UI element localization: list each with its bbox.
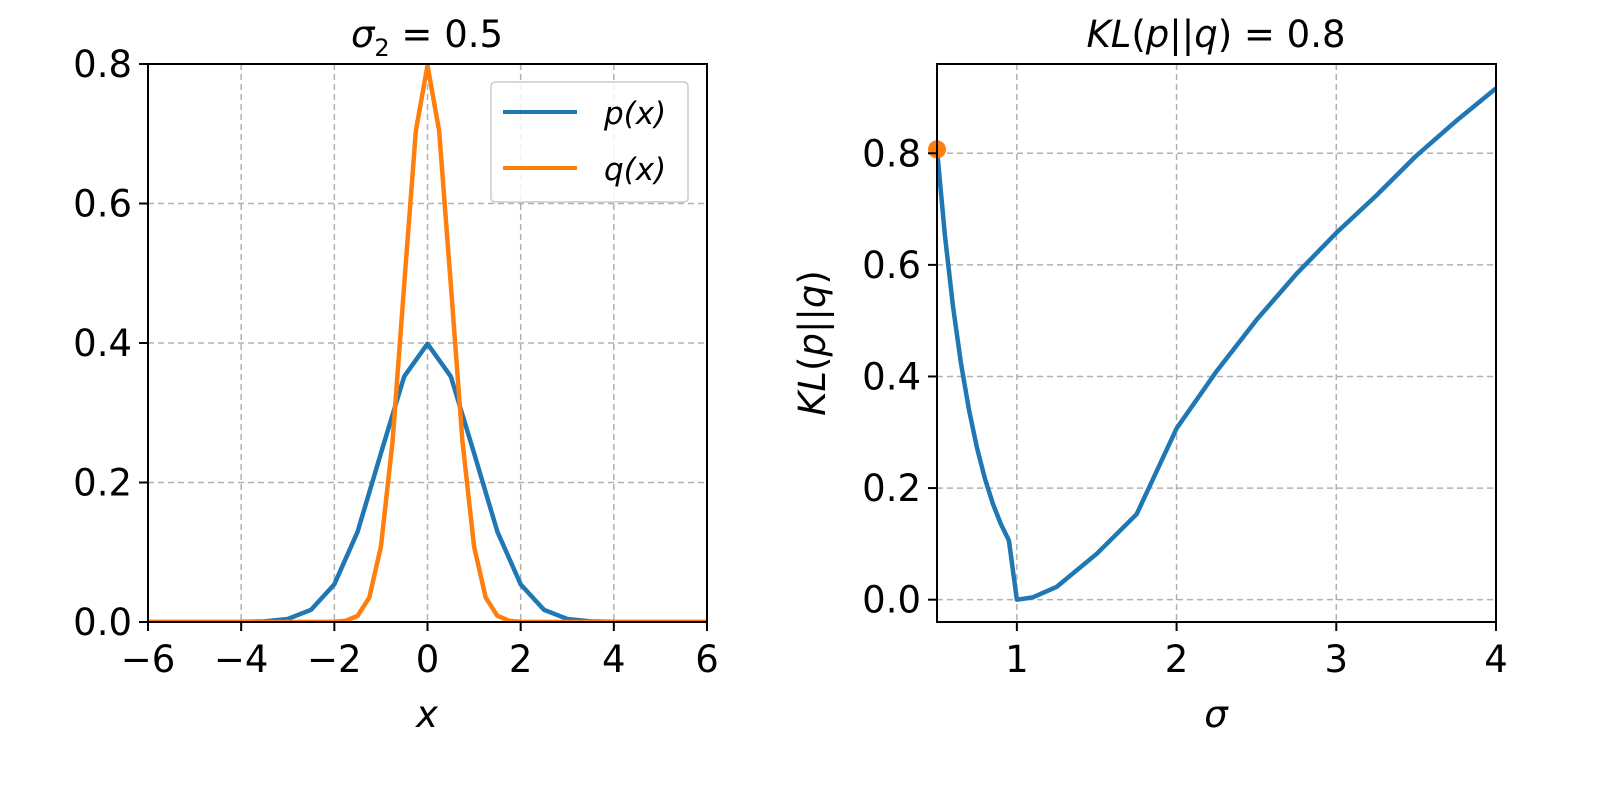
y-tick-label: 0.0 — [862, 579, 921, 622]
x-tick-label: 1 — [1005, 638, 1029, 681]
legend-label-p: p(x) — [603, 96, 666, 132]
series-line-q — [148, 64, 707, 622]
left-y-ticks: 0.0 0.2 0.4 0.6 0.8 — [73, 43, 148, 644]
left-chart-title: σ2 = 0.5 — [351, 13, 503, 62]
y-tick-label: 0.2 — [73, 462, 132, 505]
x-tick-label: 4 — [1484, 638, 1508, 681]
x-tick-label: 3 — [1325, 638, 1349, 681]
left-series-group — [148, 64, 707, 622]
x-tick-label: −2 — [307, 638, 362, 681]
x-tick-label: 2 — [1165, 638, 1189, 681]
y-tick-label: 0.0 — [73, 601, 132, 644]
y-tick-label: 0.2 — [862, 467, 921, 510]
right-x-axis-label: σ — [1204, 693, 1229, 736]
right-axes-frame — [936, 63, 1497, 623]
x-tick-label: −4 — [214, 638, 269, 681]
x-tick-label: −6 — [121, 638, 176, 681]
legend-label-q: q(x) — [604, 152, 666, 188]
y-tick-label: 0.6 — [73, 183, 132, 226]
right-chart-title: KL(p||q) = 0.8 — [1086, 13, 1345, 56]
right-y-axis-label: KL(p||q) — [791, 270, 834, 416]
x-tick-label: 0 — [416, 638, 440, 681]
series-line-kl — [937, 86, 1496, 602]
y-tick-label: 0.6 — [862, 244, 921, 287]
right-chart: 1 2 3 4 0.0 0.2 0.4 0.6 0.8 KL(p||q) = 0.8 σ KL… — [791, 13, 1508, 736]
y-tick-label: 0.8 — [73, 43, 132, 86]
x-tick-label: 4 — [602, 638, 626, 681]
left-x-axis-label: x — [415, 693, 439, 736]
right-y-ticks: 0.0 0.2 0.4 0.6 0.8 — [862, 132, 937, 622]
x-tick-label: 2 — [509, 638, 533, 681]
y-tick-label: 0.8 — [862, 132, 921, 175]
left-legend: p(x) q(x) — [490, 81, 689, 203]
right-x-ticks: 1 2 3 4 — [1005, 622, 1508, 681]
y-tick-label: 0.4 — [862, 355, 921, 398]
y-tick-label: 0.4 — [73, 322, 132, 365]
left-x-ticks: −6 −4 −2 0 2 4 6 — [121, 622, 719, 681]
x-tick-label: 6 — [695, 638, 719, 681]
left-chart: −6 −4 −2 0 2 4 6 0.0 0.2 0.4 0.6 0.8 σ2 = 0.5 x p(… — [73, 13, 719, 736]
